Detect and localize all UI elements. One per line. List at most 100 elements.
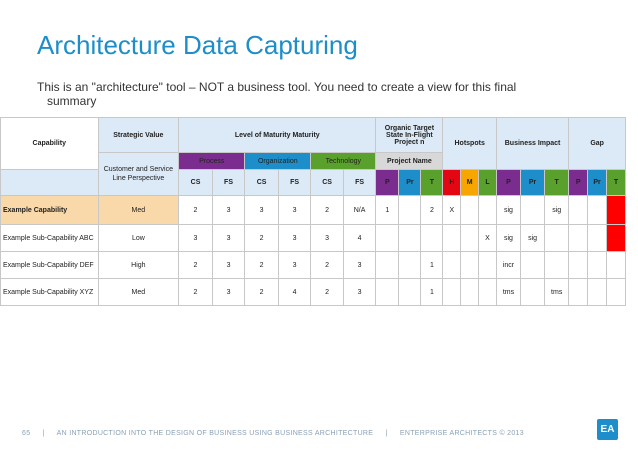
project-cell xyxy=(398,195,422,225)
footer-text: AN INTRODUCTION INTO THE DESIGN OF BUSIN… xyxy=(56,430,374,437)
col-hotspot-h: H xyxy=(442,169,462,196)
subtitle-line-2: summary xyxy=(47,94,97,108)
customer-service-line-header: Customer and Service Line Perspective xyxy=(97,152,180,196)
maturity-cell: 3 xyxy=(342,251,377,279)
col-org-fs: FS xyxy=(277,169,312,196)
footer-copyright: ENTERPRISE ARCHITECTS © 2013 xyxy=(399,430,524,437)
project-cell xyxy=(398,278,422,306)
footer-separator: | xyxy=(42,430,45,437)
hotspot-cell xyxy=(460,224,480,252)
maturity-cell: 2 xyxy=(178,195,213,225)
project-name-header: Project Name xyxy=(375,152,444,170)
subtitle-line-1: This is an "architecture" tool – NOT a b… xyxy=(37,80,517,94)
page-number: 65 xyxy=(22,430,31,437)
maturity-cell: 3 xyxy=(211,195,246,225)
row-label: Example Sub-Capability ABC xyxy=(0,224,99,252)
hotspot-cell xyxy=(442,224,462,252)
maturity-cell: N/A xyxy=(342,195,377,225)
gap-cell xyxy=(605,251,627,279)
ea-logo: EA xyxy=(597,419,618,440)
maturity-cell: 2 xyxy=(244,278,279,306)
organization-header: Organization xyxy=(244,152,312,170)
organic-target-header: Organic Target State In-Flight Project n xyxy=(375,117,444,153)
hotspot-cell xyxy=(460,278,480,306)
project-cell: 2 xyxy=(420,195,444,225)
maturity-cell: 2 xyxy=(244,224,279,252)
gap-cell xyxy=(587,195,607,225)
col-impact-t: T xyxy=(544,169,570,196)
project-cell xyxy=(375,251,400,279)
technology-header: Technology xyxy=(310,152,377,170)
maturity-cell: 3 xyxy=(211,251,246,279)
gap-cell-red xyxy=(605,224,627,252)
maturity-cell: 3 xyxy=(277,224,312,252)
impact-cell: tms xyxy=(495,278,522,306)
maturity-cell: 3 xyxy=(277,251,312,279)
col-hotspot-m: M xyxy=(460,169,480,196)
gap-cell xyxy=(568,224,589,252)
project-cell xyxy=(375,278,400,306)
hotspot-cell xyxy=(442,251,462,279)
maturity-cell: 3 xyxy=(244,195,279,225)
col-impact-p: P xyxy=(495,169,522,196)
col-org-cs: CS xyxy=(244,169,279,196)
maturity-cell: 2 xyxy=(310,278,344,306)
maturity-cell: 2 xyxy=(178,251,213,279)
hotspots-header: Hotspots xyxy=(442,117,497,170)
row-label: Example Sub-Capability XYZ xyxy=(0,278,99,306)
col-tech-cs: CS xyxy=(310,169,344,196)
hotspot-cell xyxy=(478,195,497,225)
col-project-pr: Pr xyxy=(398,169,422,196)
project-cell xyxy=(375,224,400,252)
col-process-cs: CS xyxy=(178,169,213,196)
hotspot-cell xyxy=(478,251,497,279)
gap-cell-red xyxy=(605,195,627,225)
impact-cell xyxy=(544,224,570,252)
hotspot-cell: X xyxy=(442,195,462,225)
col-impact-pr: Pr xyxy=(520,169,546,196)
maturity-cell: 2 xyxy=(310,251,344,279)
gap-cell xyxy=(587,251,607,279)
col-gap-p: P xyxy=(568,169,589,196)
maturity-cell: 4 xyxy=(342,224,377,252)
col-hotspot-l: L xyxy=(478,169,497,196)
process-header: Process xyxy=(178,152,246,170)
project-cell: 1 xyxy=(375,195,400,225)
hotspot-cell xyxy=(478,278,497,306)
gap-cell xyxy=(568,195,589,225)
footer-separator: | xyxy=(385,430,388,437)
col-gap-pr: Pr xyxy=(587,169,607,196)
business-impact-header: Business Impact xyxy=(495,117,570,170)
slide-title: Architecture Data Capturing xyxy=(37,30,358,60)
impact-cell: sig xyxy=(544,195,570,225)
gap-cell xyxy=(568,278,589,306)
maturity-header: Level of Maturity Maturity xyxy=(178,117,377,153)
project-cell: 1 xyxy=(420,278,444,306)
capability-header-spacer xyxy=(0,169,99,196)
strategic-value-cell: Med xyxy=(97,195,180,225)
impact-cell xyxy=(520,195,546,225)
col-project-t: T xyxy=(420,169,444,196)
table-row: Example Sub-Capability XYZ Med 2 3 2 4 2… xyxy=(0,278,627,306)
hotspot-cell xyxy=(442,278,462,306)
impact-cell: incr xyxy=(495,251,522,279)
capability-header: Capability xyxy=(0,117,99,170)
impact-cell: sig xyxy=(520,224,546,252)
footer: 65 | AN INTRODUCTION INTO THE DESIGN OF … xyxy=(22,430,534,437)
maturity-cell: 3 xyxy=(211,224,246,252)
project-cell xyxy=(398,251,422,279)
gap-cell xyxy=(605,278,627,306)
gap-cell xyxy=(587,224,607,252)
col-gap-t: T xyxy=(605,169,627,196)
strategic-value-header: Strategic Value xyxy=(97,117,180,153)
impact-cell xyxy=(544,251,570,279)
hotspot-cell: X xyxy=(478,224,497,252)
maturity-cell: 3 xyxy=(211,278,246,306)
project-cell xyxy=(420,224,444,252)
strategic-value-cell: Med xyxy=(97,278,180,306)
maturity-cell: 2 xyxy=(178,278,213,306)
maturity-cell: 2 xyxy=(244,251,279,279)
impact-cell: tms xyxy=(544,278,570,306)
gap-header: Gap xyxy=(568,117,626,170)
gap-cell xyxy=(568,251,589,279)
